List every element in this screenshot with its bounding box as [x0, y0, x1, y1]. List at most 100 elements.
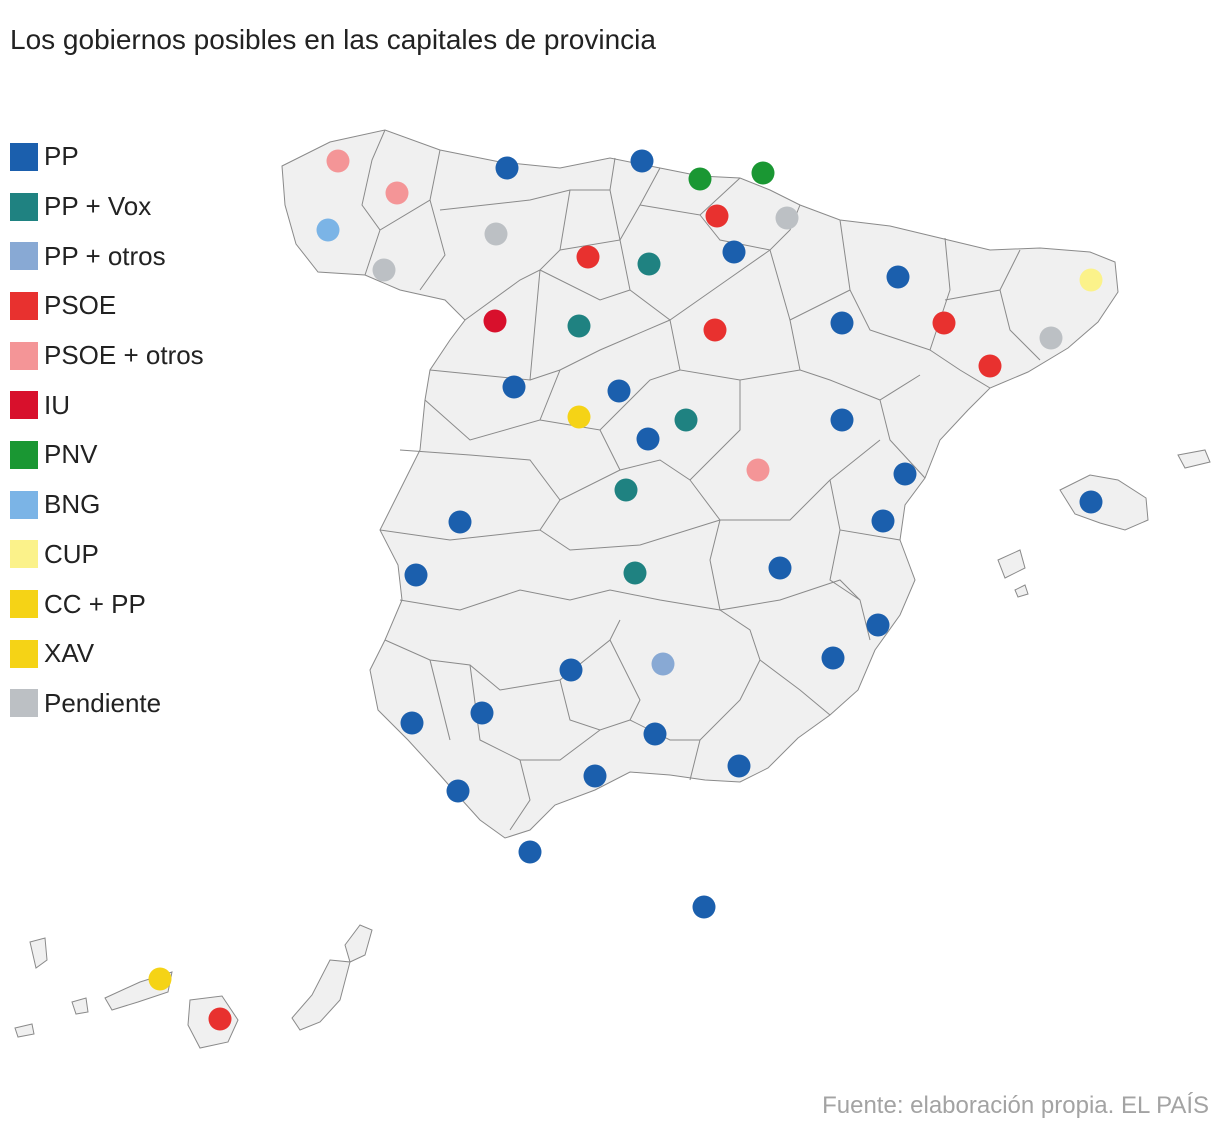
capital-marker-pp: [830, 408, 854, 432]
border-line: [999, 289, 1041, 361]
legend-item-iu: IU: [10, 380, 204, 430]
border-line: [929, 349, 991, 389]
capital-marker-psoe: [932, 311, 956, 335]
capital-marker-xav: [567, 405, 591, 429]
border-line: [539, 269, 631, 301]
legend-item-cup: CUP: [10, 530, 204, 580]
mallorca-shape: [1059, 474, 1149, 531]
border-line: [361, 129, 386, 276]
capital-marker-pnv: [751, 161, 775, 185]
capital-marker-pp: [559, 658, 583, 682]
border-line: [419, 199, 446, 291]
legend-item-psoe-otros: PSOE + otros: [10, 331, 204, 381]
legend-label: XAV: [44, 638, 95, 669]
legend: PP PP + Vox PP + otros PSOE PSOE + otros IU PN…: [10, 132, 204, 728]
capital-marker-pendiente: [372, 258, 396, 282]
border-line: [879, 374, 926, 479]
legend-item-psoe: PSOE: [10, 281, 204, 331]
capital-marker-pp: [636, 427, 660, 451]
legend-swatch: [10, 291, 38, 320]
capital-marker-pp: [502, 375, 526, 399]
legend-swatch: [10, 440, 38, 469]
legend-item-cc-pp: CC + PP: [10, 579, 204, 629]
border-line: [539, 369, 681, 431]
border-line: [424, 369, 561, 441]
lanzarote-shape: [344, 924, 373, 963]
capital-marker-pp: [470, 701, 494, 725]
capital-marker-pp: [446, 779, 470, 803]
legend-label: PP + Vox: [44, 191, 152, 222]
la-gomera-shape: [71, 997, 89, 1015]
land: [14, 129, 1211, 1049]
capital-marker-pp: [893, 462, 917, 486]
border-line: [379, 499, 561, 541]
capital-marker-pp: [518, 840, 542, 864]
legend-swatch: [10, 540, 38, 569]
legend-label: BNG: [44, 489, 101, 520]
capital-marker-pp-vox: [674, 408, 698, 432]
legend-label: Pendiente: [44, 687, 162, 718]
capital-marker-pendiente: [775, 206, 799, 230]
formentera-shape: [1014, 584, 1029, 598]
border-line: [669, 319, 801, 381]
legend-item-pp-vox: PP + Vox: [10, 182, 204, 232]
capital-marker-psoe: [703, 318, 727, 342]
border-line: [529, 319, 671, 381]
border-line: [689, 609, 761, 781]
capital-marker-pp-vox: [614, 478, 638, 502]
source-note: Fuente: elaboración propia. EL PAÍS: [822, 1092, 1209, 1119]
menorca-shape: [1177, 449, 1211, 469]
legend-label: PSOE: [44, 290, 117, 321]
border-line: [539, 519, 721, 551]
capital-marker-pp-vox: [623, 561, 647, 585]
legend-swatch: [10, 590, 38, 619]
legend-item-pp: PP: [10, 132, 204, 182]
legend-swatch: [10, 391, 38, 420]
capital-marker-pendiente: [1039, 326, 1063, 350]
capital-marker-pp: [404, 563, 428, 587]
capital-marker-pp: [830, 311, 854, 335]
capital-marker-pp: [768, 556, 792, 580]
border-line: [829, 529, 871, 641]
capital-marker-psoe-otros: [326, 149, 350, 173]
capital-marker-pp: [643, 722, 667, 746]
capital-marker-pp: [400, 711, 424, 735]
capital-marker-pendiente: [484, 222, 508, 246]
border-line: [509, 759, 531, 831]
legend-swatch: [10, 341, 38, 370]
border-line: [839, 219, 951, 351]
legend-label: PP + otros: [44, 240, 166, 271]
province-borders: [361, 129, 1041, 831]
la-palma-shape: [29, 937, 48, 969]
capital-marker-pp: [871, 509, 895, 533]
capital-marker-pp: [722, 240, 746, 264]
legend-label: PNV: [44, 439, 98, 470]
capital-marker-psoe-otros: [746, 458, 770, 482]
border-line: [399, 589, 721, 611]
legend-swatch: [10, 192, 38, 221]
capital-marker-pp-vox: [567, 314, 591, 338]
capital-marker-cup: [1079, 268, 1103, 292]
map-title: Los gobiernos posibles en las capitales …: [10, 24, 656, 55]
legend-item-pp-otros: PP + otros: [10, 231, 204, 281]
capital-marker-pnv: [688, 167, 712, 191]
legend-label: IU: [44, 389, 70, 420]
capital-marker-pp: [866, 613, 890, 637]
capital-marker-pp: [448, 510, 472, 534]
border-line: [399, 449, 621, 501]
capital-markers: [148, 149, 1103, 1031]
capital-marker-pp-otros: [651, 652, 675, 676]
capital-marker-pp: [821, 646, 845, 670]
legend-swatch: [10, 142, 38, 171]
border-line: [759, 659, 831, 716]
capital-marker-pp: [1079, 490, 1103, 514]
capital-marker-pp: [886, 265, 910, 289]
legend-item-xav: XAV: [10, 629, 204, 679]
capital-marker-pp: [630, 149, 654, 173]
capital-marker-psoe: [705, 204, 729, 228]
capital-marker-iu: [483, 309, 507, 333]
capital-marker-cc-pp: [148, 967, 172, 991]
border-line: [609, 639, 700, 741]
capital-marker-psoe: [576, 245, 600, 269]
